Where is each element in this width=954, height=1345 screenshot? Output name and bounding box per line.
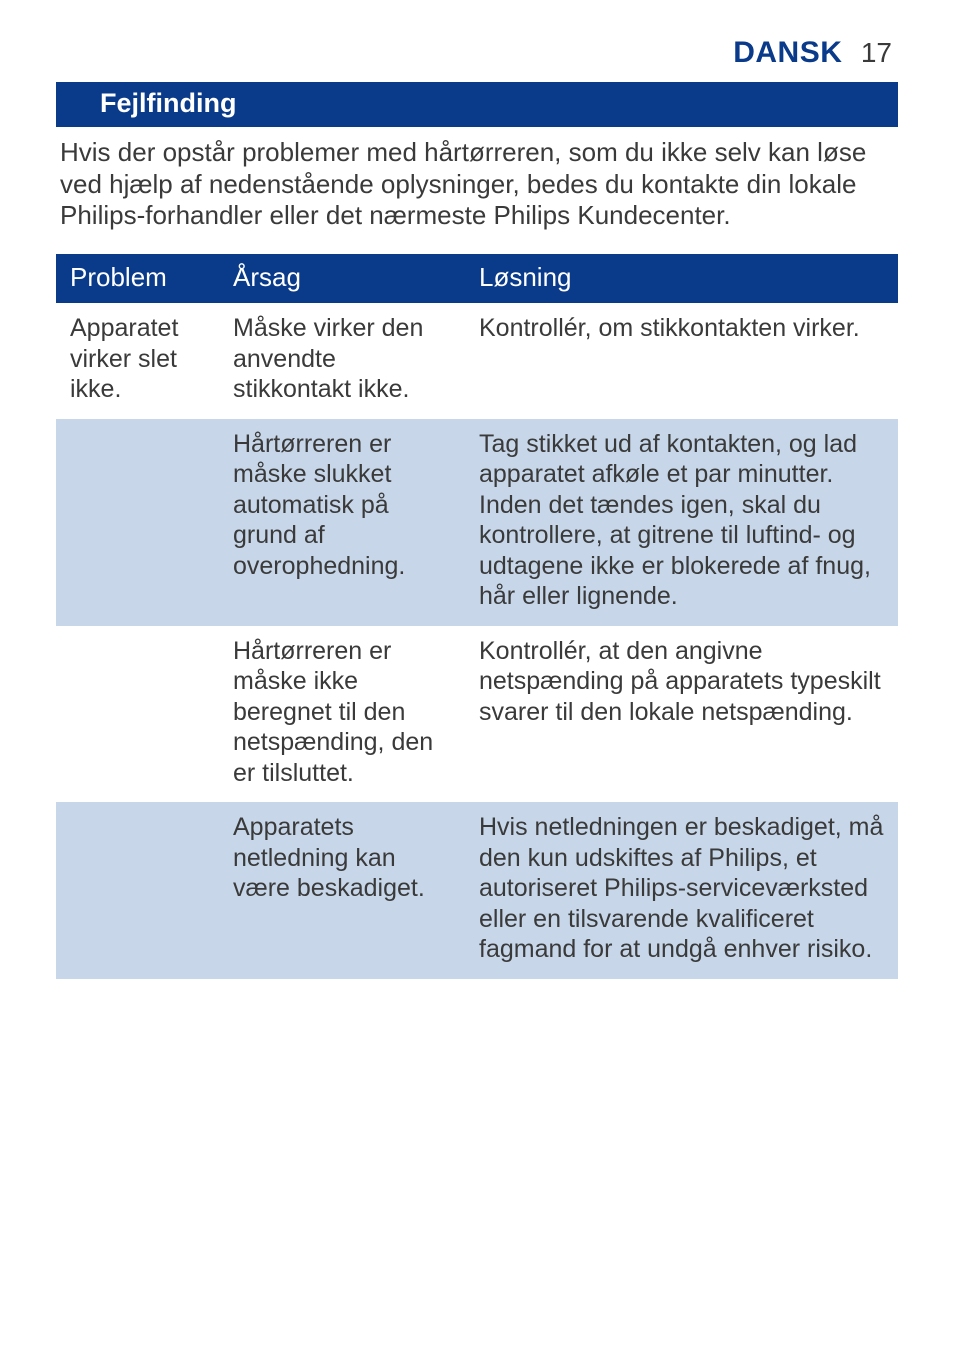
table-row: Hårtørreren er måske slukket automatisk … (56, 419, 898, 626)
troubleshooting-table: Problem Årsag Løsning Apparatet virker s… (56, 254, 898, 979)
section-title: Fejlfinding (100, 88, 236, 118)
cell-cause: Hårtørreren er måske slukket automatisk … (219, 419, 465, 626)
document-page: DANSK 17 Fejlfinding Hvis der opstår pro… (0, 0, 954, 979)
cell-problem (56, 626, 219, 803)
cell-solution: Tag stikket ud af kontakten, og lad appa… (465, 419, 898, 626)
table-row: Apparatets netledning kan være beskadige… (56, 802, 898, 979)
language-label: DANSK (733, 36, 842, 69)
cell-problem (56, 802, 219, 979)
col-header-solution: Løsning (465, 254, 898, 303)
intro-paragraph: Hvis der opstår problemer med hårtørrere… (60, 137, 894, 232)
cell-problem (56, 419, 219, 626)
cell-cause: Apparatets netledning kan være beskadige… (219, 802, 465, 979)
cell-cause: Måske virker den anvendte stikkontakt ik… (219, 303, 465, 419)
cell-solution: Hvis netledningen er beskadiget, må den … (465, 802, 898, 979)
page-number: 17 (861, 37, 892, 68)
section-title-bar: Fejlfinding (56, 82, 898, 127)
cell-cause: Hårtørreren er måske ikke beregnet til d… (219, 626, 465, 803)
table-row: Hårtørreren er måske ikke beregnet til d… (56, 626, 898, 803)
cell-solution: Kontrollér, at den angivne netspænding p… (465, 626, 898, 803)
cell-problem: Apparatet virker slet ikke. (56, 303, 219, 419)
col-header-problem: Problem (56, 254, 219, 303)
table-header-row: Problem Årsag Løsning (56, 254, 898, 303)
col-header-cause: Årsag (219, 254, 465, 303)
cell-solution: Kontrollér, om stikkontakten virker. (465, 303, 898, 419)
page-header: DANSK 17 (56, 36, 898, 70)
table-row: Apparatet virker slet ikke. Måske virker… (56, 303, 898, 419)
